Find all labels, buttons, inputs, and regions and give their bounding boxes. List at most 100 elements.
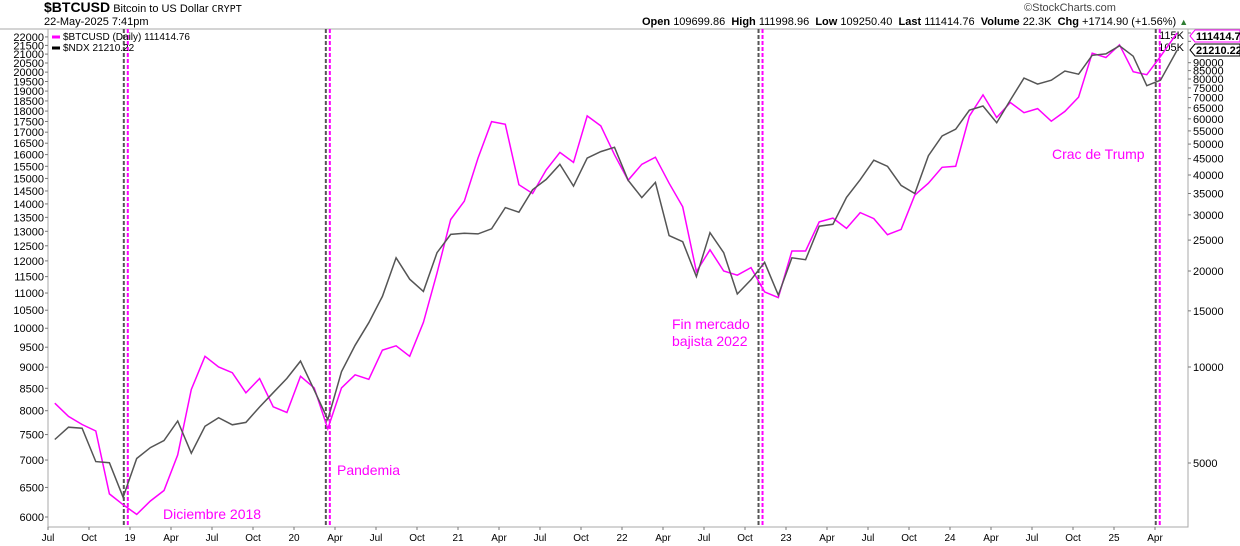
x-tick-label: Apr xyxy=(1147,533,1163,544)
event-label: Diciembre 2018 xyxy=(163,506,261,522)
left-tick-label: 14500 xyxy=(13,186,44,198)
right-tick-label: 35000 xyxy=(1193,188,1224,200)
chart-title: $BTCUSD Bitcoin to US Dollar CRYPT xyxy=(44,0,242,17)
last-label: Last xyxy=(898,16,922,28)
x-tick-label: 22 xyxy=(616,533,628,544)
left-tick-label: 11000 xyxy=(14,288,44,300)
right-tick-label: 50000 xyxy=(1193,139,1224,151)
last-price-label: 21210.22 xyxy=(1196,45,1240,57)
event-label: Pandemia xyxy=(337,462,400,478)
x-tick-label: Oct xyxy=(409,533,425,544)
series-line-btcusd xyxy=(54,32,1178,516)
left-tick-label: 17000 xyxy=(13,127,44,139)
left-tick-label: 12500 xyxy=(13,241,44,253)
symbol: $BTCUSD xyxy=(44,0,111,15)
exchange: CRYPT xyxy=(211,4,242,15)
volume-value: 22.3K xyxy=(1022,16,1052,28)
left-tick-label: 10500 xyxy=(13,305,44,317)
x-tick-label: 19 xyxy=(124,533,136,544)
right-tick-label: 70000 xyxy=(1193,92,1224,104)
left-tick-label: 21500 xyxy=(13,40,44,52)
right-tick-label: 45000 xyxy=(1193,154,1224,166)
right-tick-label: 40000 xyxy=(1193,170,1224,182)
open-label: Open xyxy=(642,16,671,28)
left-tick-label: 10000 xyxy=(13,323,44,335)
left-tick-label: 12000 xyxy=(13,256,44,268)
left-tick-label: 13000 xyxy=(13,226,44,238)
left-tick-label: 22000 xyxy=(13,32,44,44)
volume-label: Volume xyxy=(980,16,1020,28)
x-tick-label: Jul xyxy=(370,533,383,544)
left-tick-label: 6500 xyxy=(20,482,44,494)
right-tick-label: 65000 xyxy=(1193,103,1224,115)
x-tick-label: Jul xyxy=(42,533,55,544)
x-tick-label: Apr xyxy=(491,533,507,544)
x-tick-label: Oct xyxy=(901,533,917,544)
chg-value: +1714.90 (+1.56%) xyxy=(1082,16,1177,28)
event-label: Crac de Trump xyxy=(1052,146,1145,162)
high-value: 111998.96 xyxy=(758,16,810,28)
last-value: 111414.76 xyxy=(924,16,975,28)
x-tick-label: Oct xyxy=(1065,533,1081,544)
left-tick-label: 15500 xyxy=(13,161,44,173)
left-tick-label: 9000 xyxy=(20,362,44,374)
x-tick-label: 20 xyxy=(288,533,300,544)
x-tick-label: Oct xyxy=(245,533,261,544)
left-tick-label: 7500 xyxy=(20,430,44,442)
last-price-tag xyxy=(1189,29,1240,43)
left-tick-label: 16500 xyxy=(13,138,44,150)
x-tick-label: Jul xyxy=(206,533,219,544)
event-label: bajista 2022 xyxy=(672,333,748,349)
x-tick-label: Apr xyxy=(327,533,343,544)
left-tick-label: 6000 xyxy=(20,512,44,524)
right-tick-label: 10000 xyxy=(1193,362,1224,374)
left-tick-label: 20500 xyxy=(13,58,44,70)
x-tick-label: Jul xyxy=(698,533,711,544)
x-tick-label: 21 xyxy=(452,533,464,544)
right-tick-label: 25000 xyxy=(1193,235,1224,247)
left-tick-label: 7000 xyxy=(20,455,44,467)
legend-label: $NDX 21210.22 xyxy=(63,43,135,54)
x-tick-label: Oct xyxy=(81,533,97,544)
high-label: High xyxy=(731,16,756,28)
right-tick-label: 85000 xyxy=(1193,66,1224,78)
last-price-label: 111414.76 xyxy=(1196,31,1240,43)
left-tick-label: 18500 xyxy=(13,96,44,108)
x-tick-label: Oct xyxy=(573,533,589,544)
x-tick-label: Apr xyxy=(983,533,999,544)
left-tick-label: 9500 xyxy=(20,342,44,354)
low-value: 109250.40 xyxy=(840,16,893,28)
x-tick-label: 23 xyxy=(780,533,792,544)
watermark: ©StockCharts.com xyxy=(1024,2,1116,14)
last-price-tag xyxy=(1189,43,1240,57)
x-tick-label: Oct xyxy=(737,533,753,544)
symbol-name: Bitcoin to US Dollar xyxy=(113,3,209,15)
legend-label: $BTCUSD (Daily) 111414.76 xyxy=(63,32,190,43)
left-tick-label: 15000 xyxy=(13,173,44,185)
x-tick-label: Jul xyxy=(1026,533,1039,544)
chg-label: Chg xyxy=(1057,16,1079,28)
right-tick-label: 90000 xyxy=(1193,58,1224,70)
left-tick-label: 13500 xyxy=(13,212,44,224)
right-tick-label: 20000 xyxy=(1193,266,1224,278)
right-tick-label: 115K xyxy=(1159,30,1185,42)
left-tick-label: 14000 xyxy=(13,199,44,211)
low-label: Low xyxy=(815,16,838,28)
right-tick-label: 55000 xyxy=(1193,126,1224,138)
right-tick-label: 5000 xyxy=(1193,458,1217,470)
left-tick-label: 18000 xyxy=(13,106,44,118)
x-tick-label: Jul xyxy=(862,533,875,544)
event-label: Fin mercado xyxy=(672,316,750,332)
right-tick-label: 75000 xyxy=(1193,83,1224,95)
plot-frame xyxy=(47,28,1189,528)
x-tick-label: Apr xyxy=(819,533,835,544)
left-tick-label: 8500 xyxy=(20,383,44,395)
left-tick-label: 11500 xyxy=(14,272,44,284)
left-tick-label: 21000 xyxy=(13,49,44,61)
x-tick-label: Apr xyxy=(163,533,179,544)
right-tick-label: 105K xyxy=(1158,42,1184,54)
right-tick-label: 30000 xyxy=(1193,210,1224,222)
x-tick-label: 25 xyxy=(1108,533,1120,544)
